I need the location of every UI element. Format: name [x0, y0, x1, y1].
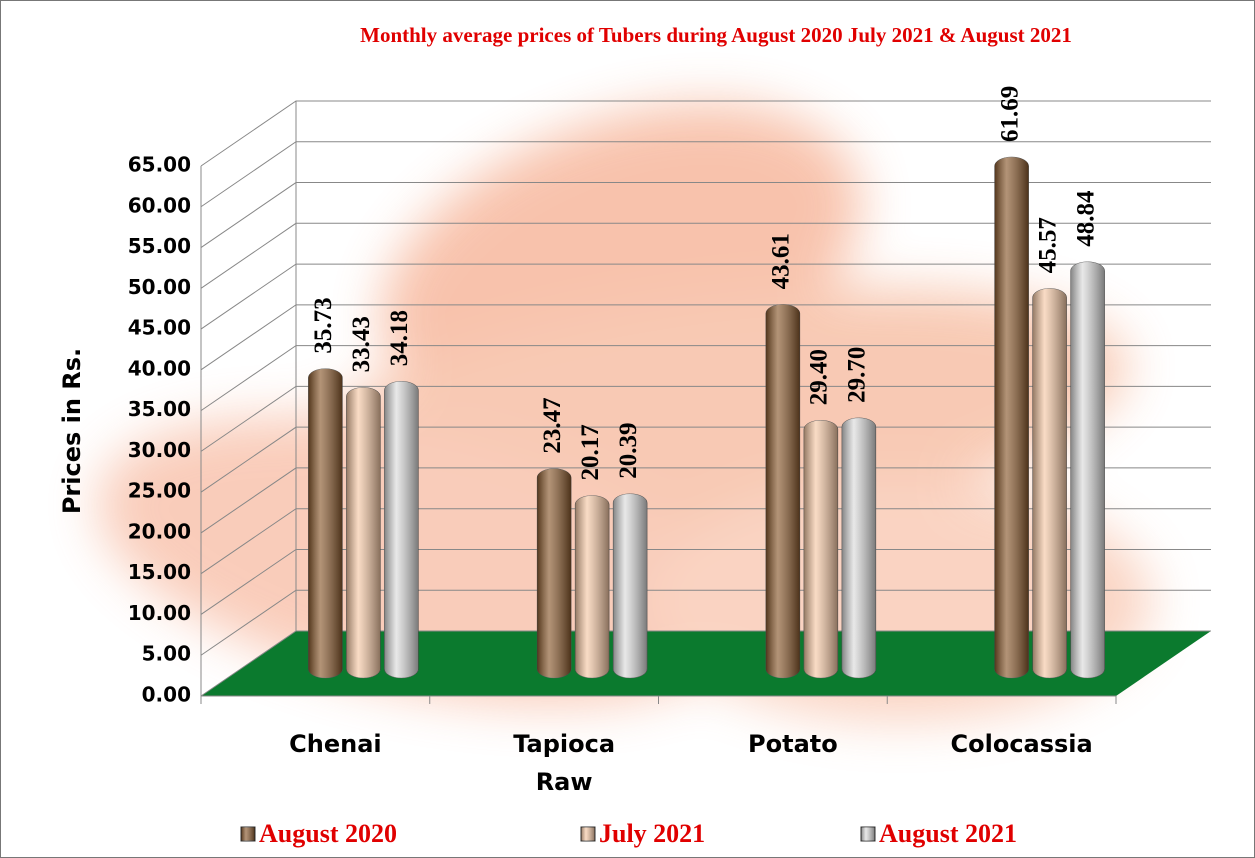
value-label: 23.47 [539, 397, 566, 453]
y-tick-label: 0.00 [142, 683, 191, 707]
bar-shade [804, 420, 838, 678]
legend-swatch-shade [241, 827, 255, 841]
y-tick-label: 5.00 [142, 642, 191, 666]
value-label: 20.17 [577, 424, 604, 480]
value-label: 20.39 [615, 422, 642, 478]
bar-shade [346, 387, 380, 678]
y-tick-label: 30.00 [128, 438, 191, 462]
y-tick-label: 55.00 [128, 234, 191, 258]
bar-shade [384, 381, 418, 678]
y-tick-label: 60.00 [128, 193, 191, 217]
legend-swatch-shade [861, 827, 875, 841]
bar-shade [766, 304, 800, 678]
bar-shade [842, 418, 876, 678]
value-label: 29.70 [844, 347, 871, 403]
chart-title: Monthly average prices of Tubers during … [360, 23, 1072, 47]
x-tick-label: Colocassia [947, 725, 1097, 763]
y-tick-label: 35.00 [128, 397, 191, 421]
y-tick-label: 20.00 [128, 519, 191, 543]
bar-shade [575, 496, 609, 678]
chart: Monthly average prices of Tubers during … [0, 0, 1255, 858]
bar-shade [1033, 288, 1067, 678]
bar-shade [537, 469, 571, 678]
y-axis-title: Prices in Rs. [58, 348, 86, 514]
legend-label: August 2020 [259, 819, 397, 848]
value-label: 29.40 [806, 349, 833, 405]
legend-swatch-shade [581, 827, 595, 841]
value-label: 45.57 [1034, 217, 1061, 273]
y-tick-label: 65.00 [128, 153, 191, 177]
bar-shade [613, 494, 647, 678]
bar-shade [995, 157, 1029, 678]
y-tick-label: 15.00 [128, 560, 191, 584]
x-tick-label: Potato [718, 725, 868, 763]
x-tick-label: Chenai [260, 725, 410, 763]
legend-label: July 2021 [599, 819, 705, 848]
value-label: 33.43 [348, 316, 375, 372]
y-tick-label: 25.00 [128, 479, 191, 503]
legend-label: August 2021 [879, 819, 1017, 848]
bar-shade [1071, 262, 1105, 678]
y-tick-label: 45.00 [128, 316, 191, 340]
value-label: 35.73 [310, 297, 337, 353]
bar-shade [308, 369, 342, 678]
value-label: 61.69 [996, 86, 1023, 142]
value-label: 34.18 [386, 310, 413, 366]
value-label: 43.61 [768, 233, 795, 289]
x-tick-label: Tapioca Raw [489, 725, 639, 801]
y-tick-label: 40.00 [128, 356, 191, 380]
y-tick-label: 50.00 [128, 275, 191, 299]
y-tick-label: 10.00 [128, 601, 191, 625]
value-label: 48.84 [1072, 190, 1099, 247]
